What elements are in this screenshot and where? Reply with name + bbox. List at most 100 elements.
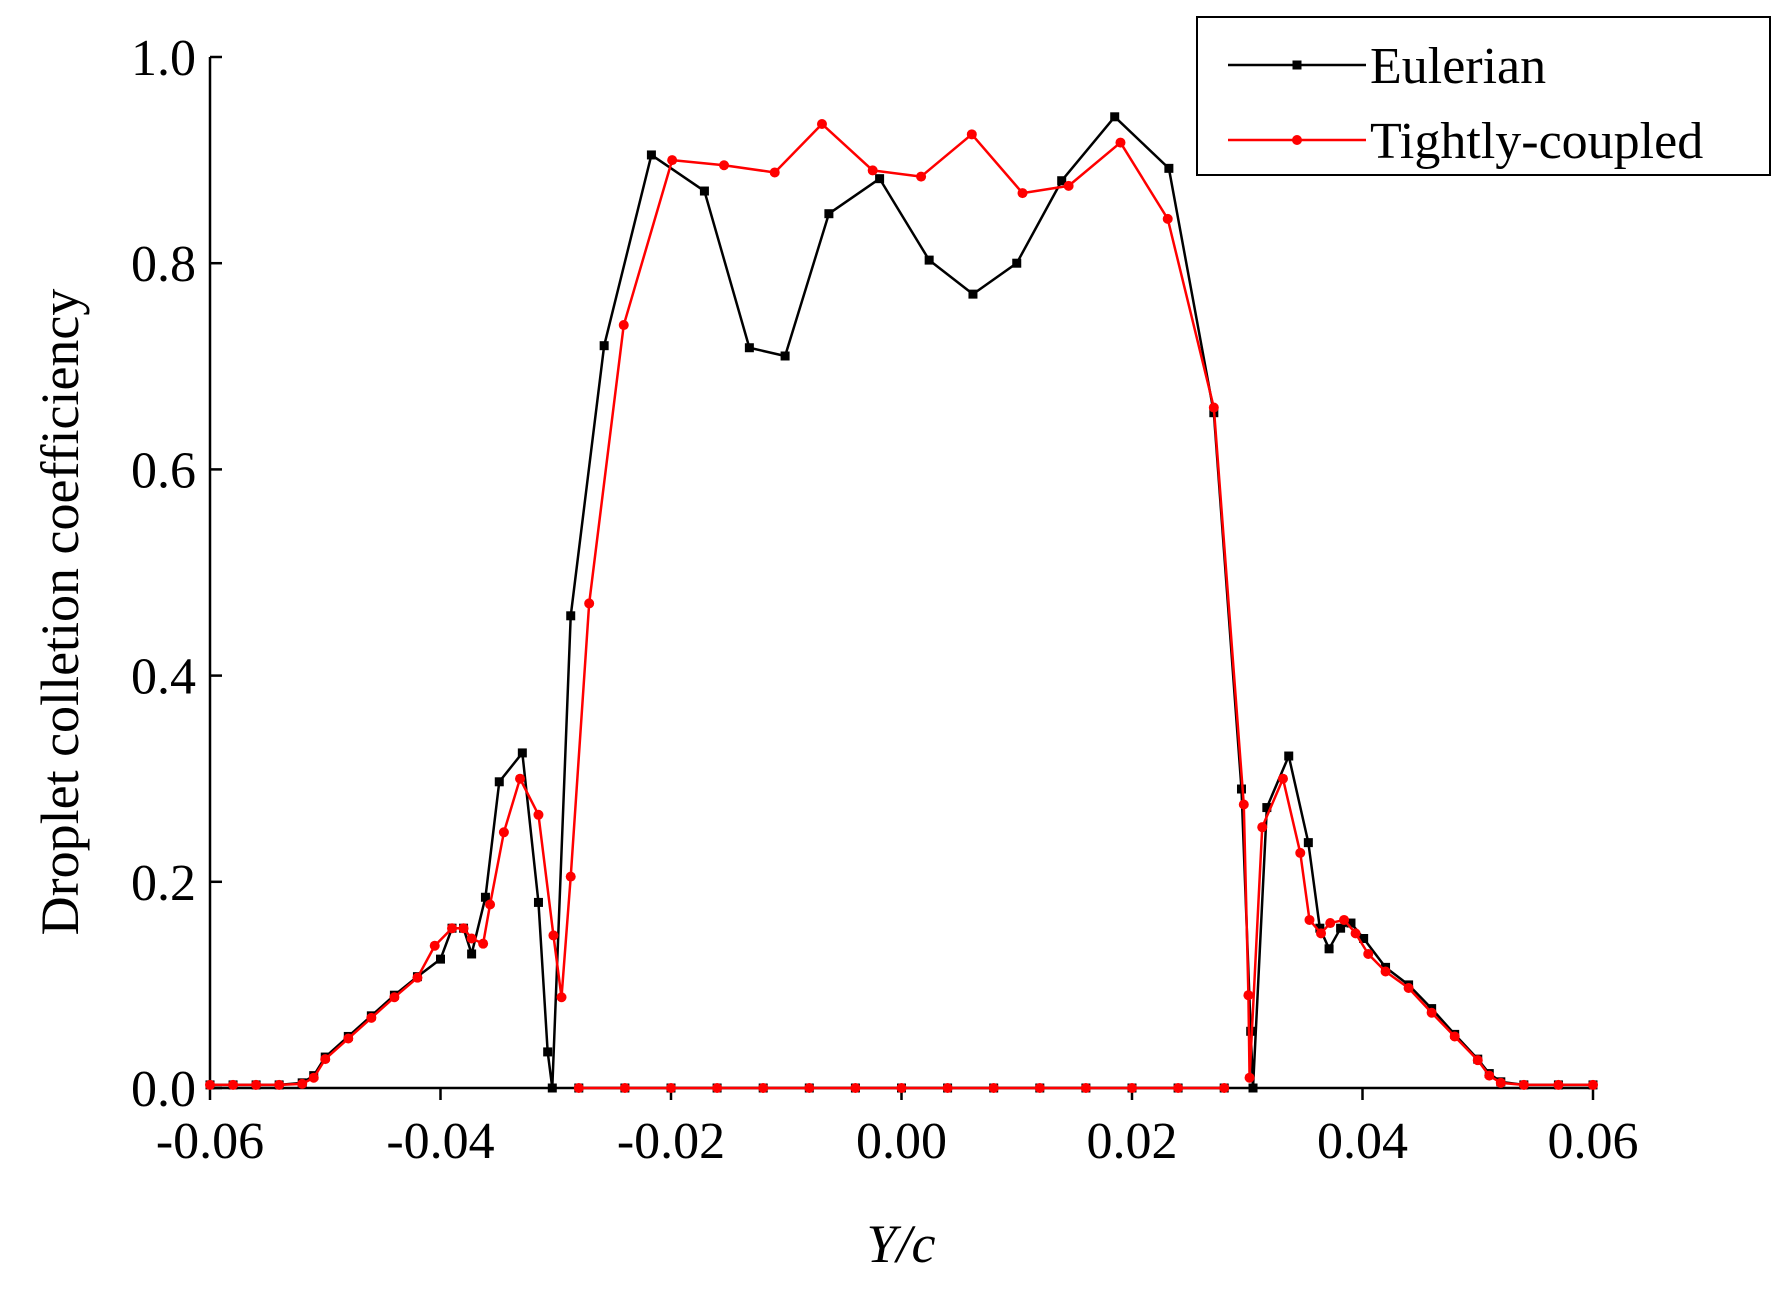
data-point (517, 748, 527, 758)
data-point (205, 1079, 215, 1090)
data-point (274, 1079, 285, 1090)
data-point (816, 119, 827, 130)
data-point (1295, 847, 1306, 858)
data-point (1244, 1072, 1255, 1083)
data-point (618, 320, 629, 331)
x-tick-label: 0.00 (856, 1113, 947, 1170)
series-line (210, 122, 1593, 1090)
data-point (320, 1054, 331, 1065)
data-point (1238, 799, 1249, 810)
data-point (599, 341, 609, 351)
data-point (744, 343, 754, 353)
data-point (1208, 402, 1219, 413)
data-point (1262, 803, 1272, 813)
data-point (875, 174, 885, 184)
data-point (343, 1033, 354, 1044)
data-point (1034, 1083, 1045, 1093)
data-point (1162, 213, 1173, 224)
series-line (210, 115, 1593, 1090)
data-point (896, 1083, 907, 1093)
data-point (1472, 1055, 1483, 1066)
legend-marker (1292, 60, 1302, 70)
legend-label: Tightly-coupled (1370, 113, 1703, 170)
data-point (1115, 137, 1126, 148)
data-point (1110, 112, 1120, 122)
data-point (1380, 966, 1391, 977)
data-point (1080, 1083, 1091, 1093)
x-tick-label: -0.02 (617, 1113, 725, 1170)
data-point (712, 1083, 723, 1093)
data-point (968, 289, 978, 299)
data-point (1063, 180, 1074, 191)
y-axis-title: Droplet colletion coefficiency (30, 289, 90, 936)
data-point (389, 992, 400, 1003)
data-point (1588, 1079, 1598, 1090)
data-point (942, 1083, 953, 1093)
data-point (758, 1083, 769, 1093)
data-point (556, 992, 567, 1003)
data-point (804, 1083, 815, 1093)
data-point (916, 171, 927, 182)
data-point (1449, 1031, 1460, 1042)
data-point (467, 949, 477, 959)
data-point (1359, 934, 1369, 944)
data-point (666, 1083, 676, 1093)
x-tick-label: 0.04 (1317, 1113, 1408, 1170)
data-point (436, 954, 445, 964)
data-point (251, 1079, 262, 1090)
x-tick-label: -0.06 (156, 1113, 264, 1170)
data-point (1553, 1079, 1564, 1090)
data-point (515, 773, 526, 784)
data-point (584, 598, 595, 609)
data-point (924, 255, 934, 265)
data-point (1017, 188, 1028, 199)
data-point (867, 165, 878, 176)
y-tick-label: 0.2 (131, 855, 196, 912)
data-point (547, 1083, 557, 1093)
data-point (533, 809, 544, 820)
data-point (1243, 990, 1254, 1001)
data-point (1336, 923, 1346, 933)
data-point (565, 871, 576, 882)
data-point (1518, 1079, 1529, 1090)
data-point (478, 938, 489, 949)
data-point (966, 129, 977, 140)
data-point (1057, 176, 1067, 186)
data-point (447, 923, 458, 934)
data-point (1350, 928, 1361, 939)
x-tick-label: 0.02 (1087, 1113, 1178, 1170)
data-point (619, 1083, 630, 1093)
data-point (1303, 838, 1313, 848)
data-point (480, 892, 490, 902)
y-tick-label: 0.8 (131, 236, 196, 293)
data-point (566, 611, 576, 621)
legend-marker (1292, 135, 1302, 145)
data-point (458, 923, 469, 934)
y-tick-label: 0.6 (131, 442, 196, 499)
data-point (466, 933, 477, 944)
data-point (1346, 918, 1356, 928)
data-point (1426, 1007, 1437, 1018)
data-point (1304, 914, 1315, 925)
data-point (1257, 822, 1268, 833)
data-point (1325, 918, 1336, 929)
data-point (573, 1083, 584, 1093)
data-point (498, 827, 509, 838)
data-point (429, 940, 440, 951)
data-point (1277, 773, 1288, 784)
data-point (1248, 1083, 1258, 1093)
data-point (850, 1083, 861, 1093)
y-tick-label: 0.0 (131, 1061, 196, 1118)
data-point (988, 1083, 999, 1093)
data-point (548, 930, 559, 941)
data-point (308, 1072, 319, 1083)
data-point (780, 351, 790, 361)
data-point (494, 777, 504, 787)
data-point (1219, 1083, 1230, 1093)
data-point (1363, 948, 1374, 959)
data-point (1324, 944, 1334, 954)
data-point (1316, 928, 1327, 939)
x-axis-title: Y/c (866, 1214, 935, 1274)
